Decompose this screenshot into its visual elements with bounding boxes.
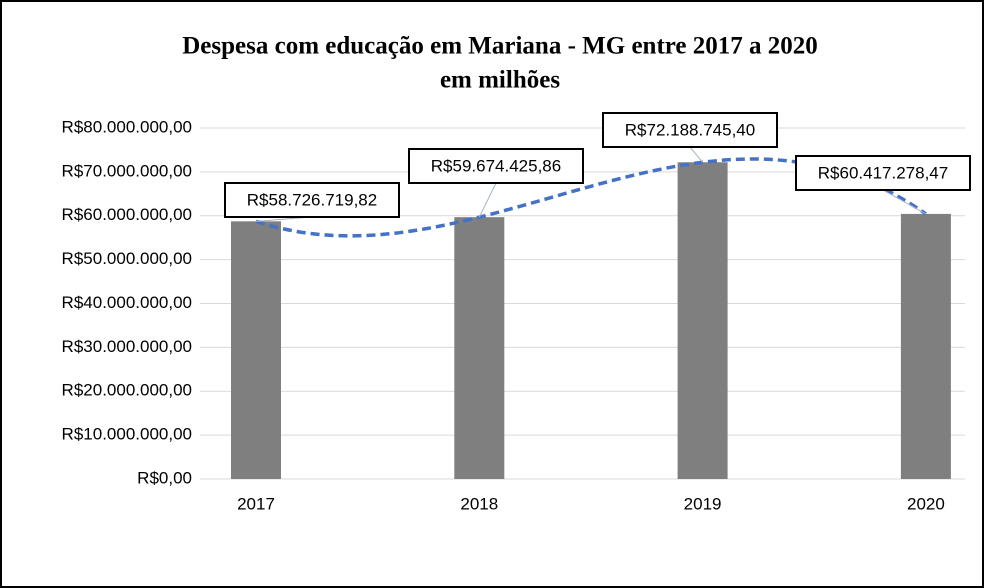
chart-title: Despesa com educação em Mariana - MG ent… bbox=[182, 33, 818, 60]
bar bbox=[454, 217, 505, 479]
data-label-box bbox=[795, 155, 971, 191]
data-label: R$60.417.278,47 bbox=[818, 163, 948, 182]
bar bbox=[677, 162, 728, 479]
y-tick-label: R$80.000.000,00 bbox=[62, 117, 192, 136]
leader-line bbox=[689, 146, 703, 163]
y-tick-label: R$50.000.000,00 bbox=[62, 249, 192, 268]
y-tick-label: R$20.000.000,00 bbox=[62, 381, 192, 400]
x-tick-label: 2017 bbox=[237, 494, 275, 513]
leader-line bbox=[478, 182, 497, 218]
data-label: R$59.674.425,86 bbox=[431, 156, 561, 175]
y-tick-label: R$70.000.000,00 bbox=[62, 161, 192, 180]
y-tick-label: R$10.000.000,00 bbox=[62, 425, 192, 444]
y-tick-label: R$60.000.000,00 bbox=[62, 205, 192, 224]
bar bbox=[231, 221, 281, 479]
bar bbox=[900, 213, 951, 479]
data-label: R$58.726.719,82 bbox=[247, 190, 377, 209]
y-tick-label: R$40.000.000,00 bbox=[62, 293, 192, 312]
y-tick-label: R$30.000.000,00 bbox=[62, 337, 192, 356]
chart-subtitle: em milhões bbox=[440, 67, 560, 94]
data-label-box bbox=[602, 112, 778, 148]
y-tick-label: R$0,00 bbox=[137, 468, 192, 487]
data-label: R$72.188.745,40 bbox=[625, 120, 755, 139]
data-label-box bbox=[408, 148, 584, 184]
x-tick-label: 2018 bbox=[460, 494, 498, 513]
x-tick-label: 2019 bbox=[684, 494, 722, 513]
x-tick-label: 2020 bbox=[907, 494, 945, 513]
leader-line bbox=[882, 189, 927, 215]
data-label-box bbox=[224, 182, 400, 218]
